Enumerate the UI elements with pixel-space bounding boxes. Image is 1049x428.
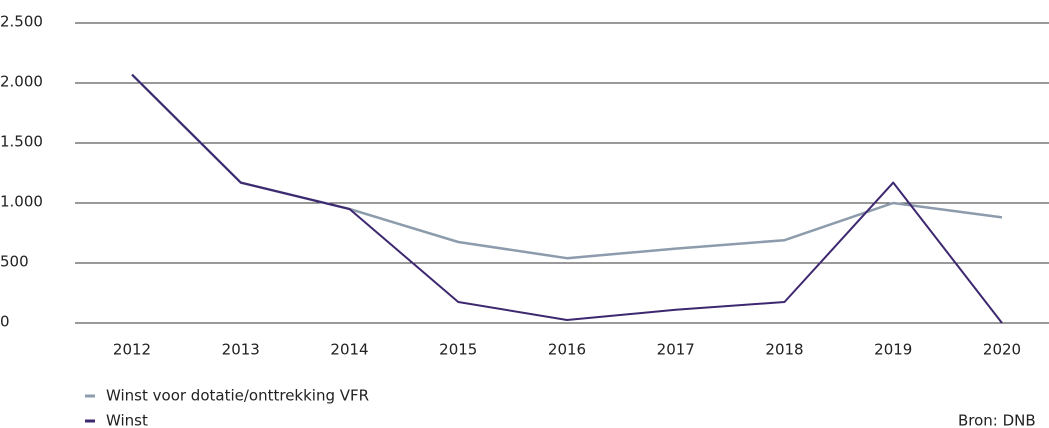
x-tick-label: 2019 bbox=[874, 341, 912, 359]
legend-label: Winst voor dotatie/onttrekking VFR bbox=[106, 387, 369, 405]
x-tick-label: 2013 bbox=[222, 341, 260, 359]
series-line bbox=[131, 73, 1003, 324]
source: Bron: DNB bbox=[958, 412, 1036, 428]
y-tick-label: 1.000 bbox=[0, 193, 43, 211]
y-tick-label: 2.500 bbox=[0, 13, 43, 31]
y-tick-label: 500 bbox=[0, 253, 29, 271]
x-tick-label: 2012 bbox=[113, 341, 151, 359]
x-tick-label: 2018 bbox=[765, 341, 803, 359]
x-tick-label: 2017 bbox=[657, 341, 695, 359]
x-tick-label: 2014 bbox=[330, 341, 368, 359]
y-tick-label: 2.000 bbox=[0, 73, 43, 91]
legend-label: Winst bbox=[106, 412, 148, 428]
x-tick-label: 2015 bbox=[439, 341, 477, 359]
y-tick-label: 1.500 bbox=[0, 133, 43, 151]
x-tick-label: 2020 bbox=[983, 341, 1021, 359]
x-tick-label: 2016 bbox=[548, 341, 586, 359]
series-line bbox=[131, 73, 1003, 260]
y-tick-label: 0 bbox=[0, 313, 10, 331]
